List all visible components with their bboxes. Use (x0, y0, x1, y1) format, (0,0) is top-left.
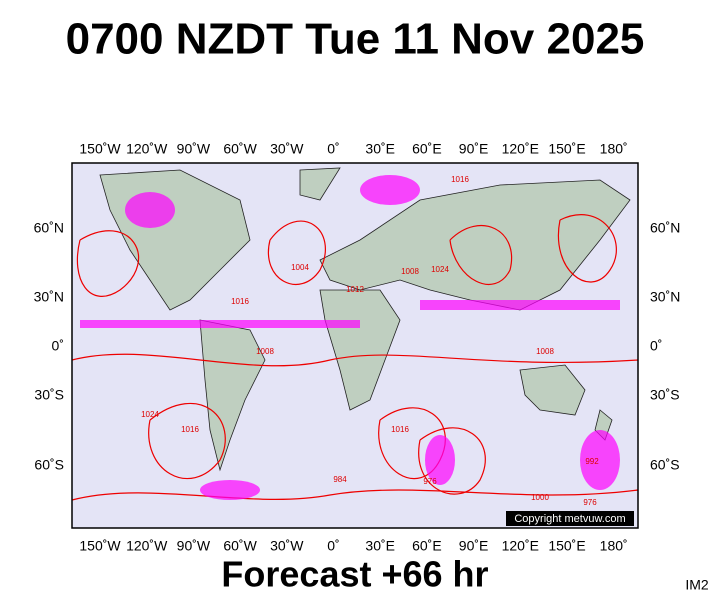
isobar-label: 1012 (346, 285, 364, 294)
precipitation (80, 175, 620, 500)
title: 0700 NZDT Tue 11 Nov 2025 (66, 15, 645, 64)
lon-label-bottom: 0˚ (327, 538, 339, 554)
lon-label-bottom: 180˚ (600, 538, 628, 554)
lon-label-top: 90˚W (177, 141, 211, 157)
isobar-label: 1000 (531, 493, 549, 502)
copyright: Copyright metvuw.com (514, 513, 625, 525)
lon-label-top: 180˚ (600, 141, 628, 157)
isobar-label: 1016 (181, 425, 199, 434)
lon-label-top: 90˚E (459, 141, 489, 157)
lon-label-bottom: 150˚W (79, 538, 121, 554)
lon-label-bottom: 120˚E (502, 538, 539, 554)
isobar-label: 1024 (141, 410, 159, 419)
lon-label-bottom: 90˚W (177, 538, 211, 554)
lat-label-right: 30˚N (650, 289, 680, 305)
lat-label-left: 60˚N (34, 220, 64, 236)
image-code: IM2 (685, 577, 709, 593)
lat-label-right: 60˚S (650, 457, 680, 473)
isobar-label: 976 (583, 498, 597, 507)
lon-label-top: 120˚W (126, 141, 168, 157)
lon-label-top: 0˚ (327, 141, 339, 157)
lat-label-right: 30˚S (650, 387, 680, 403)
forecast-label: Forecast +66 hr (221, 554, 488, 595)
isobar-label: 1008 (536, 347, 554, 356)
isobar-label: 1008 (401, 267, 419, 276)
lon-label-top: 60˚E (412, 141, 442, 157)
lon-label-top: 30˚E (365, 141, 395, 157)
isobar-label: 1016 (231, 297, 249, 306)
lon-label-top: 150˚W (79, 141, 121, 157)
lat-label-left: 0˚ (52, 338, 64, 354)
isobar-label: 992 (585, 457, 599, 466)
isobar-label: 1008 (256, 347, 274, 356)
lon-label-top: 120˚E (502, 141, 539, 157)
lat-label-left: 60˚S (34, 457, 64, 473)
lon-label-bottom: 30˚E (365, 538, 395, 554)
lon-label-bottom: 120˚W (126, 538, 168, 554)
isobar-label: 984 (333, 475, 347, 484)
isobar-label: 976 (423, 477, 437, 486)
lat-label-left: 30˚N (34, 289, 64, 305)
map-frame: Copyright metvuw.com (71, 162, 639, 529)
lon-label-bottom: 90˚E (459, 538, 489, 554)
isobar-label: 1016 (391, 425, 409, 434)
isobar-label: 1016 (451, 175, 469, 184)
lon-label-bottom: 60˚E (412, 538, 442, 554)
lon-label-bottom: 30˚W (270, 538, 304, 554)
copyright-box (506, 511, 634, 526)
map-border (71, 162, 639, 529)
isobar-label: 1024 (431, 265, 449, 274)
lat-label-left: 30˚S (34, 387, 64, 403)
lat-label-right: 60˚N (650, 220, 680, 236)
lat-label-right: 0˚ (650, 338, 662, 354)
lon-label-top: 30˚W (270, 141, 304, 157)
lon-label-top: 60˚W (223, 141, 257, 157)
isobar-label: 1004 (291, 263, 309, 272)
lon-label-bottom: 60˚W (223, 538, 257, 554)
lon-label-top: 150˚E (548, 141, 585, 157)
lon-label-bottom: 150˚E (548, 538, 585, 554)
